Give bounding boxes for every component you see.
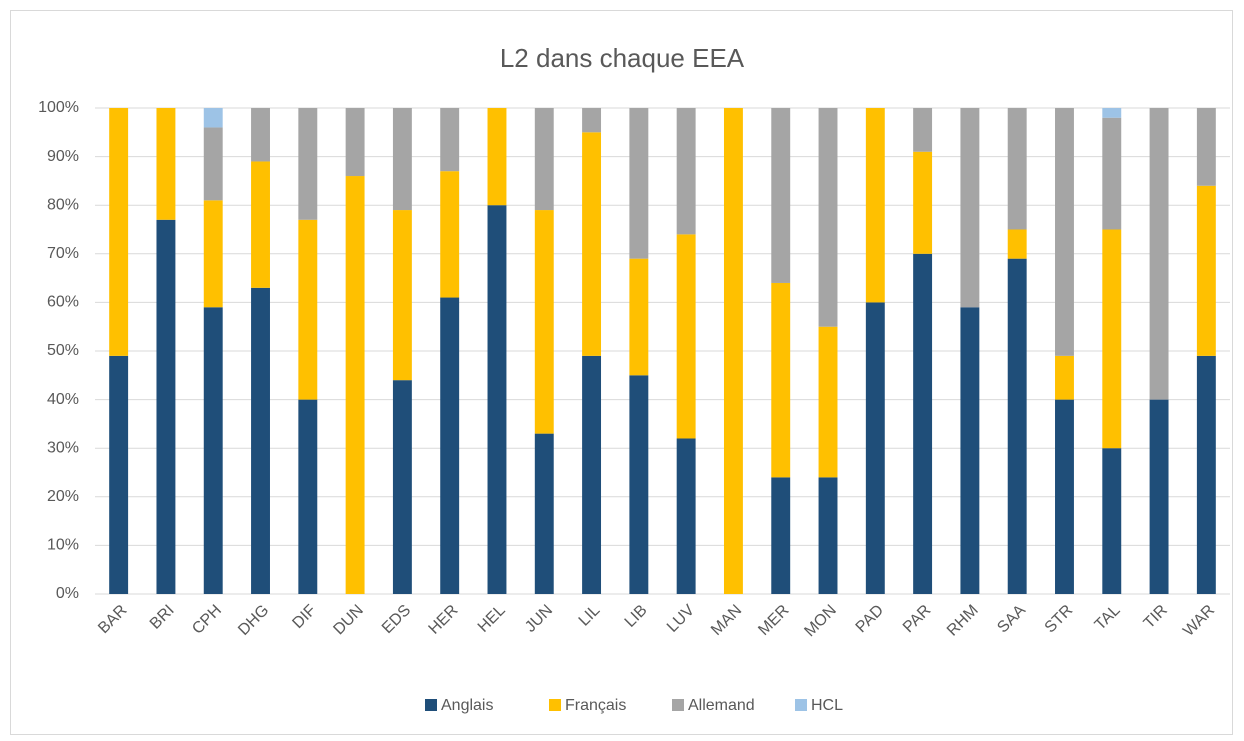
bar-segment [771,282,791,478]
bar-segment [251,108,270,162]
y-tick-label: 0% [56,585,79,602]
bar-segment [392,108,412,211]
bar-segment [251,287,270,594]
y-tick-label: 60% [47,294,79,311]
bar-segment [534,210,554,434]
bar-segment [487,205,507,594]
bar-segment [723,108,743,594]
bar-segment [345,176,365,595]
legend-label: Anglais [441,697,493,714]
bar-segment [534,108,554,211]
bar-segment [440,171,460,298]
bar-segment [440,297,460,594]
bar-segment [1196,355,1216,594]
bar-segment [960,108,980,308]
bar-segment [440,108,460,172]
bar-segment [203,200,223,308]
bar-segment [392,380,412,594]
bar-segment [676,108,696,235]
legend-swatch [795,699,807,711]
bar-segment [345,108,365,177]
legend-swatch [549,699,561,711]
bar-segment [392,210,412,381]
bar-segment [534,433,554,594]
bar-segment [1055,355,1074,400]
bar-segment [1055,108,1074,356]
bar-segment [865,108,885,303]
bar-segment [960,307,980,594]
y-tick-label: 70% [47,245,79,262]
legend-swatch [672,699,684,711]
y-tick-label: 30% [47,439,79,456]
bar-segment [676,234,696,439]
bar-segment [818,108,838,327]
bar-segment [582,108,602,133]
chart-title: L2 dans chaque EEA [500,43,745,73]
bar-segment [913,253,933,595]
y-tick-label: 50% [47,342,79,359]
bar-segment [203,108,223,128]
y-tick-label: 10% [47,537,79,554]
bar-segment [298,108,318,220]
y-tick-label: 90% [47,148,79,165]
y-tick-label: 80% [47,196,79,213]
bar-segment [582,132,602,356]
bar-segment [1102,117,1122,230]
bar-segment [771,477,791,594]
bar-segment [629,108,649,259]
bar-segment [298,399,318,594]
bar-segment [109,355,129,594]
bar-segment [818,477,838,594]
bar-segment [913,151,933,254]
bar-segment [1007,258,1027,594]
bar-segment [109,108,129,356]
bar-segment [156,108,176,220]
bar-segment [1102,229,1122,449]
y-tick-label: 20% [47,488,79,505]
legend-label: Français [565,697,626,714]
bar-segment [913,108,933,152]
bar-segment [1149,108,1169,400]
bar-segment [771,108,791,283]
bar-segment [298,219,318,400]
bar-segment [818,326,838,478]
y-tick-label: 100% [38,99,79,116]
legend-swatch [425,699,437,711]
bar-segment [676,438,696,594]
bar-segment [865,302,885,594]
bar-segment [1055,399,1074,594]
bar-segment [156,219,176,594]
bar-segment [1102,448,1122,594]
legend-label: HCL [811,697,843,714]
y-tick-label: 40% [47,391,79,408]
bar-segment [1007,108,1027,230]
bar-segment [1149,399,1169,594]
bar-segment [203,127,223,201]
bar-segment [629,258,649,376]
legend-label: Allemand [688,697,755,714]
bar-segment [629,375,649,594]
bar-segment [1196,185,1216,356]
bar-segment [582,355,602,594]
bar-segment [1102,108,1122,118]
bar-segment [203,307,223,594]
bar-segment [251,161,270,288]
bar-segment [1196,108,1216,186]
bar-segment [1007,229,1027,259]
bar-segment [487,108,507,206]
